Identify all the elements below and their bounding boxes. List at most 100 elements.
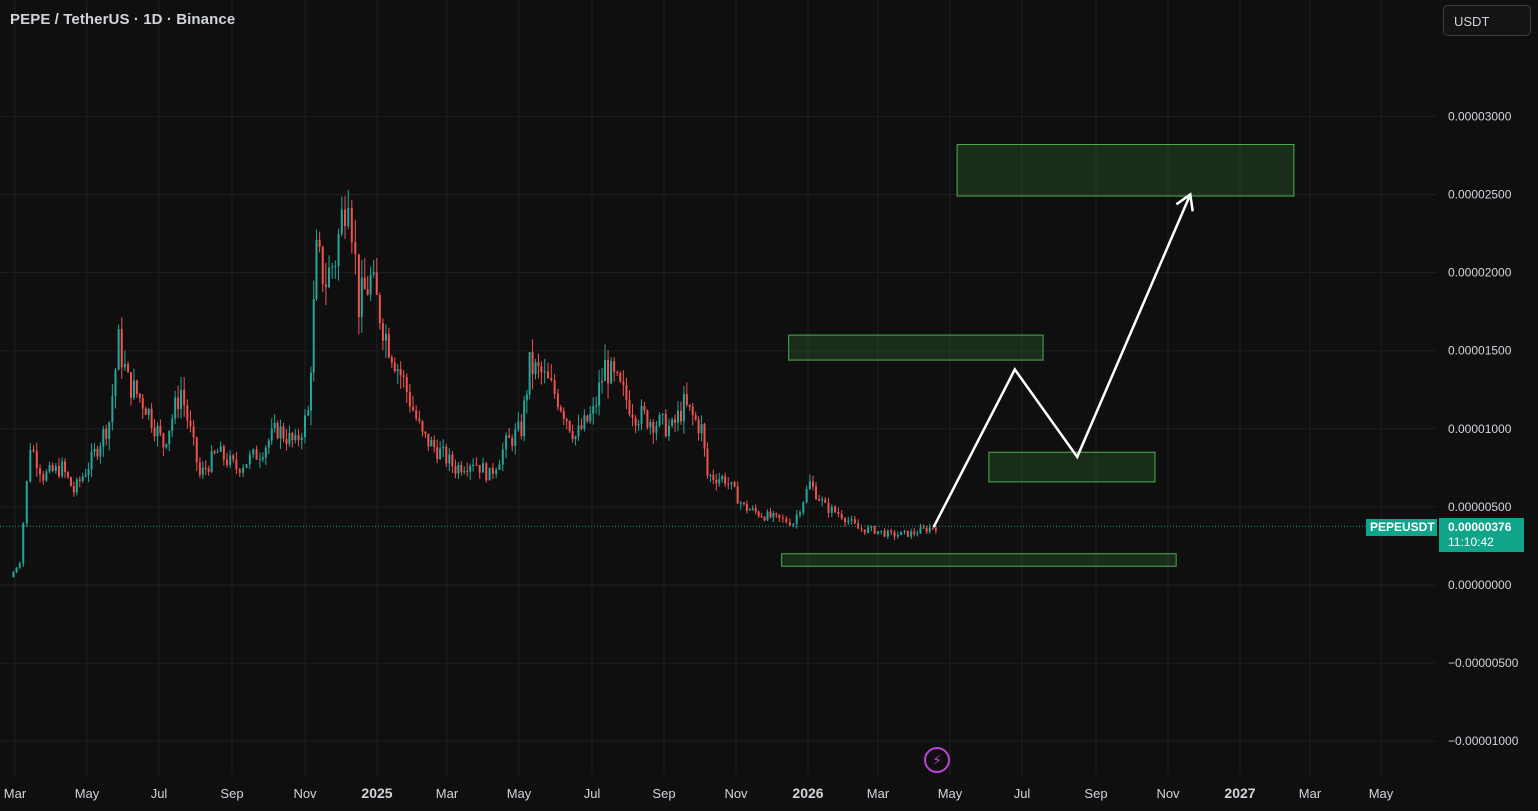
candle-body <box>622 381 625 385</box>
candle-body <box>153 427 156 437</box>
candle-body <box>282 426 285 439</box>
candle-body <box>25 481 28 524</box>
candle-body <box>430 439 433 447</box>
x-tick-label: Nov <box>293 786 317 801</box>
candle-body <box>12 572 15 578</box>
candle-body <box>64 461 67 473</box>
lightning-icon[interactable]: ⚡ <box>924 747 950 773</box>
candle-body <box>824 499 827 503</box>
candle-body <box>242 467 245 473</box>
candle-body <box>32 449 35 452</box>
price-axis: 0.00003000 0.00002500 0.00002000 0.00001500… <box>1448 109 1519 748</box>
candle-body <box>35 451 38 469</box>
candle-body <box>688 404 691 407</box>
candle-body <box>457 465 460 474</box>
candle-body <box>168 430 171 445</box>
candle-body <box>640 406 643 424</box>
candle-body <box>297 435 300 441</box>
candle-body <box>324 284 327 288</box>
candle-body <box>893 532 896 537</box>
candle-body <box>375 272 378 295</box>
candle-body <box>742 502 745 505</box>
candle-body <box>174 397 177 419</box>
chart-grid <box>0 0 1436 775</box>
candle-body <box>15 567 18 573</box>
candle-body <box>886 530 889 537</box>
candle-body <box>127 363 130 373</box>
candle-body <box>219 446 222 452</box>
chart-title: PEPE / TetherUS · 1D · Binance <box>10 11 236 28</box>
candle-body <box>754 507 757 512</box>
candle-body <box>252 449 255 455</box>
candle-body <box>703 424 706 449</box>
candle-body <box>577 425 580 437</box>
candle-body <box>264 447 267 458</box>
candle-body <box>727 483 730 485</box>
candle-body <box>270 428 273 441</box>
candle-body <box>772 513 775 518</box>
candle-body <box>501 449 504 465</box>
candle-body <box>18 563 21 568</box>
candle-body <box>481 463 484 473</box>
x-tick-label: Sep <box>1084 786 1107 801</box>
candle-body <box>934 528 937 531</box>
candle-body <box>652 422 655 433</box>
x-tick-label: May <box>938 786 963 801</box>
candle-body <box>694 415 697 420</box>
candle-body <box>229 455 232 465</box>
candle-body <box>748 509 751 511</box>
candle-body <box>307 410 310 416</box>
candle-body <box>775 513 778 515</box>
candle-body <box>691 406 694 416</box>
candle-body <box>363 277 366 290</box>
candle-body <box>709 475 712 477</box>
last-price-value: 0.00000376 <box>1448 520 1512 534</box>
candle-body <box>141 397 144 409</box>
candle-body <box>255 449 258 460</box>
candle-body <box>315 239 318 299</box>
candle-body <box>658 414 661 426</box>
candle-body <box>238 469 241 473</box>
candle-body <box>75 479 78 493</box>
candle-body <box>925 527 928 532</box>
candle-body <box>677 410 680 423</box>
candle-body <box>880 530 883 532</box>
candle-body <box>408 392 411 407</box>
candle-body <box>162 433 165 448</box>
candle-body <box>850 519 853 521</box>
target-zone <box>988 451 1156 483</box>
candle-body <box>291 433 294 441</box>
x-tick-label: 2027 <box>1224 785 1255 801</box>
candle-body <box>372 272 375 275</box>
x-tick-label: May <box>75 786 100 801</box>
candle-body <box>700 424 703 434</box>
candle-body <box>390 357 393 363</box>
candle-body <box>328 267 331 288</box>
candle-body <box>514 429 517 446</box>
x-tick-label: Mar <box>1299 786 1322 801</box>
x-tick-label: May <box>1369 786 1394 801</box>
candle-body <box>488 467 491 481</box>
candle-body <box>715 479 718 484</box>
y-tick-label: 0.00001000 <box>1448 422 1512 436</box>
target-zones <box>781 144 1295 567</box>
candle-body <box>183 389 186 406</box>
x-tick-label: 2025 <box>361 785 392 801</box>
candle-body <box>843 518 846 523</box>
candle-body <box>808 481 811 490</box>
candle-body <box>583 415 586 429</box>
candle-body <box>896 535 899 537</box>
candle-body <box>525 394 528 401</box>
candle-body <box>906 530 909 537</box>
candle-body <box>66 472 69 478</box>
candle-body <box>778 514 781 518</box>
candle-body <box>54 465 57 471</box>
candle-body <box>821 499 824 501</box>
candle-body <box>589 413 592 422</box>
y-tick-label: 0.00000000 <box>1448 578 1512 592</box>
candle-body <box>138 393 141 398</box>
candle-body <box>198 462 201 475</box>
candle-body <box>928 527 931 532</box>
currency-button[interactable]: USDT <box>1443 5 1531 36</box>
